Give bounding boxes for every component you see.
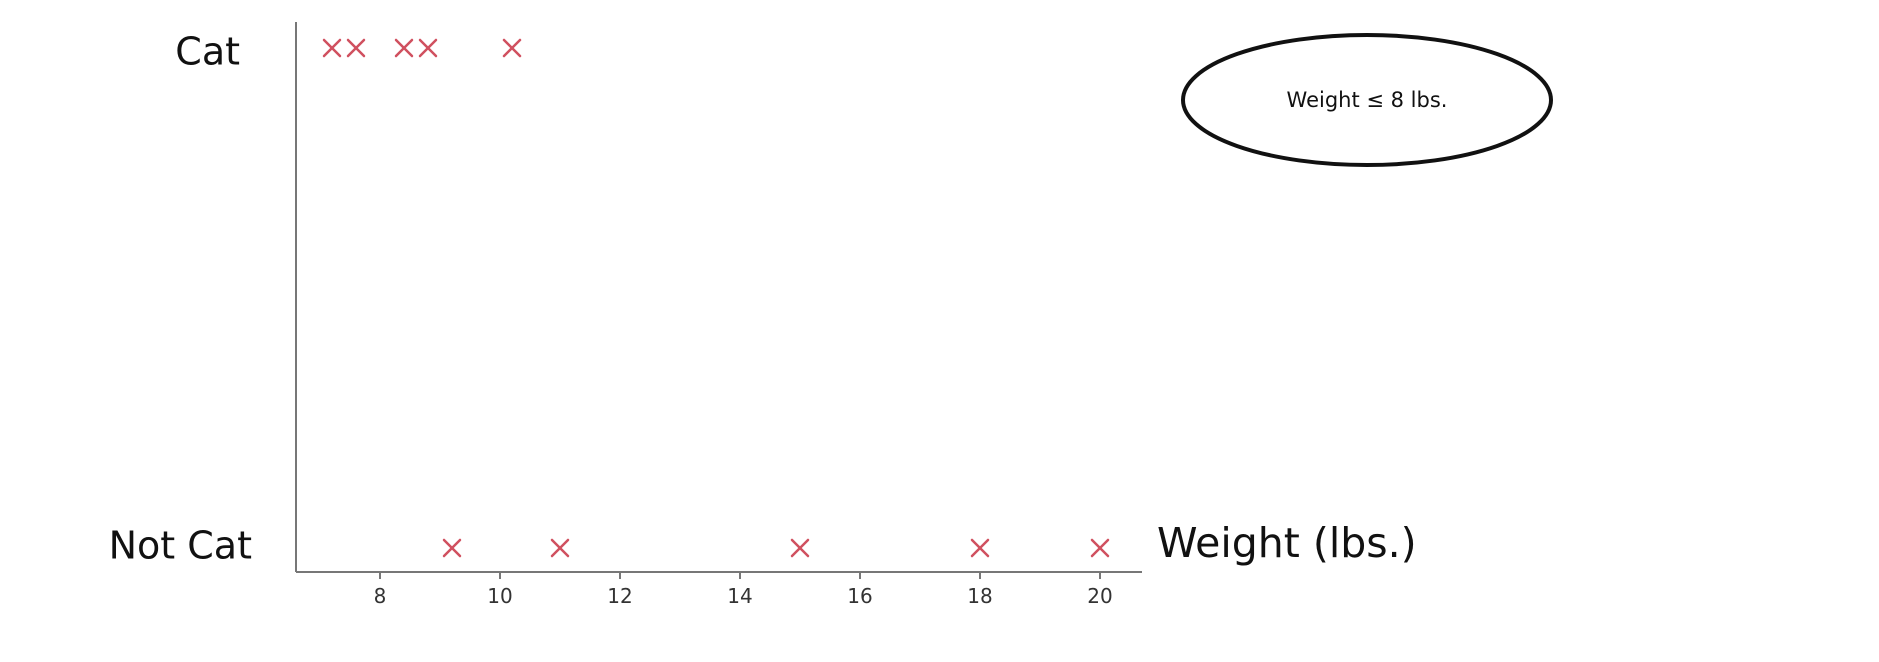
data-point-not-cat — [442, 538, 462, 558]
x-tick-label: 8 — [374, 584, 387, 608]
x-tick-label: 18 — [967, 584, 992, 608]
data-points — [322, 38, 1110, 558]
data-point-cat — [346, 38, 366, 58]
data-point-cat — [322, 38, 342, 58]
x-tick-label: 20 — [1087, 584, 1112, 608]
data-point-not-cat — [550, 538, 570, 558]
annotation-text: Weight ≤ 8 lbs. — [1287, 88, 1448, 112]
x-tick-label: 16 — [847, 584, 872, 608]
x-axis-title: Weight (lbs.) — [1157, 519, 1417, 567]
class-labels: Cat Not Cat — [109, 30, 252, 568]
x-tick-label: 14 — [727, 584, 752, 608]
annotation-ellipse — [1181, 33, 1553, 167]
x-axis-ticks: 8 10 12 14 16 18 20 — [374, 572, 1113, 608]
data-point-cat — [394, 38, 414, 58]
data-point-cat — [502, 38, 522, 58]
data-point-cat — [418, 38, 438, 58]
data-point-not-cat — [970, 538, 990, 558]
annotation: Weight ≤ 8 lbs. — [1181, 33, 1553, 167]
class-label-not-cat: Not Cat — [109, 524, 252, 568]
axes — [295, 22, 1142, 573]
data-point-not-cat — [790, 538, 810, 558]
x-tick-label: 12 — [607, 584, 632, 608]
x-tick-label: 10 — [487, 584, 512, 608]
class-label-cat: Cat — [175, 30, 240, 74]
data-point-not-cat — [1090, 538, 1110, 558]
